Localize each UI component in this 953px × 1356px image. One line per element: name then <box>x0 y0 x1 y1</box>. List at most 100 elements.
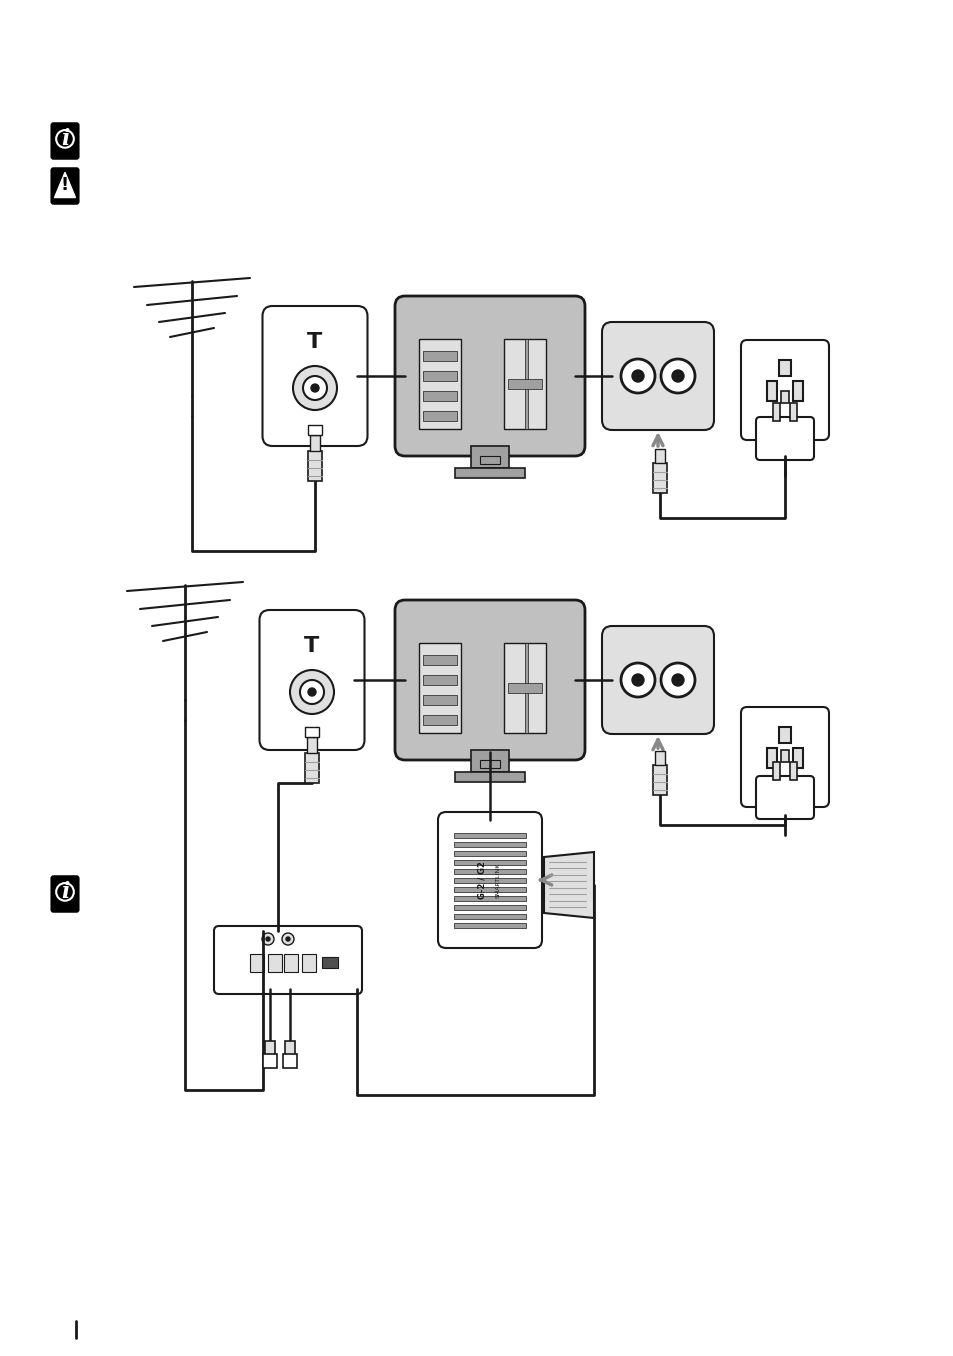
Bar <box>789 762 796 780</box>
Bar <box>454 860 525 865</box>
Bar <box>524 339 527 428</box>
Bar <box>471 750 509 772</box>
Text: T: T <box>304 636 319 656</box>
Bar <box>479 456 499 464</box>
Bar <box>308 424 322 435</box>
FancyBboxPatch shape <box>740 706 828 807</box>
Bar <box>655 751 664 765</box>
Bar <box>455 468 524 479</box>
Bar <box>772 403 780 420</box>
Circle shape <box>303 376 327 400</box>
Bar <box>418 339 460 428</box>
Circle shape <box>266 937 270 941</box>
Bar <box>265 1041 274 1055</box>
Bar <box>779 727 790 743</box>
Bar <box>507 683 541 693</box>
Bar <box>322 957 337 968</box>
Bar <box>766 381 776 401</box>
FancyBboxPatch shape <box>740 340 828 439</box>
Text: G-2 / G2: G-2 / G2 <box>477 861 486 899</box>
Circle shape <box>293 366 336 410</box>
Bar <box>781 391 788 403</box>
Circle shape <box>262 933 274 945</box>
Text: T: T <box>307 332 322 353</box>
Bar <box>455 772 524 782</box>
FancyBboxPatch shape <box>755 418 813 460</box>
Bar <box>305 753 318 782</box>
Circle shape <box>631 370 643 382</box>
Bar <box>454 877 525 883</box>
Bar <box>479 759 499 767</box>
Bar <box>422 675 456 685</box>
Bar <box>766 749 776 767</box>
Polygon shape <box>543 852 594 918</box>
Circle shape <box>56 130 73 148</box>
Bar <box>302 955 315 972</box>
Bar <box>422 372 456 381</box>
Circle shape <box>660 663 695 697</box>
Bar <box>285 1041 294 1055</box>
Bar <box>454 904 525 910</box>
Bar <box>422 655 456 664</box>
Circle shape <box>620 663 655 697</box>
Bar <box>779 359 790 376</box>
Bar <box>781 750 788 762</box>
FancyBboxPatch shape <box>437 812 541 948</box>
Circle shape <box>290 670 334 715</box>
Circle shape <box>56 883 73 900</box>
Bar <box>454 852 525 856</box>
FancyBboxPatch shape <box>262 306 367 446</box>
Bar <box>503 643 545 734</box>
FancyBboxPatch shape <box>601 626 713 734</box>
Bar <box>268 955 282 972</box>
Bar <box>283 1054 296 1069</box>
FancyBboxPatch shape <box>601 321 713 430</box>
Text: i: i <box>61 127 69 151</box>
FancyBboxPatch shape <box>755 776 813 819</box>
Bar <box>454 869 525 875</box>
FancyBboxPatch shape <box>259 610 364 750</box>
Bar <box>284 955 297 972</box>
Text: !: ! <box>61 176 69 194</box>
Bar <box>422 351 456 361</box>
Bar <box>789 403 796 420</box>
Bar <box>422 696 456 705</box>
Text: i: i <box>61 881 69 903</box>
Bar <box>503 339 545 428</box>
Circle shape <box>311 384 318 392</box>
Circle shape <box>299 679 324 704</box>
Bar <box>250 955 264 972</box>
Circle shape <box>308 687 315 696</box>
FancyBboxPatch shape <box>213 926 361 994</box>
Bar <box>418 643 460 734</box>
FancyBboxPatch shape <box>395 599 584 759</box>
Bar <box>454 923 525 928</box>
Bar <box>308 452 322 481</box>
Circle shape <box>671 674 683 686</box>
Bar <box>792 381 802 401</box>
FancyBboxPatch shape <box>51 122 79 160</box>
Bar <box>454 887 525 892</box>
Bar <box>422 411 456 420</box>
Bar <box>792 749 802 767</box>
Bar <box>305 727 318 738</box>
Circle shape <box>631 674 643 686</box>
Bar <box>263 1054 276 1069</box>
Bar <box>307 738 316 753</box>
FancyBboxPatch shape <box>51 167 79 205</box>
Bar <box>652 765 666 795</box>
Polygon shape <box>54 172 75 198</box>
Bar <box>652 462 666 494</box>
Bar <box>454 842 525 848</box>
Bar <box>454 833 525 838</box>
Text: SMARTLINK: SMARTLINK <box>495 862 500 898</box>
Circle shape <box>282 933 294 945</box>
Bar <box>471 446 509 468</box>
Bar <box>454 896 525 900</box>
Circle shape <box>660 359 695 393</box>
Bar <box>422 715 456 725</box>
Bar <box>310 435 319 452</box>
Bar <box>454 914 525 919</box>
Circle shape <box>671 370 683 382</box>
Bar <box>524 643 527 734</box>
